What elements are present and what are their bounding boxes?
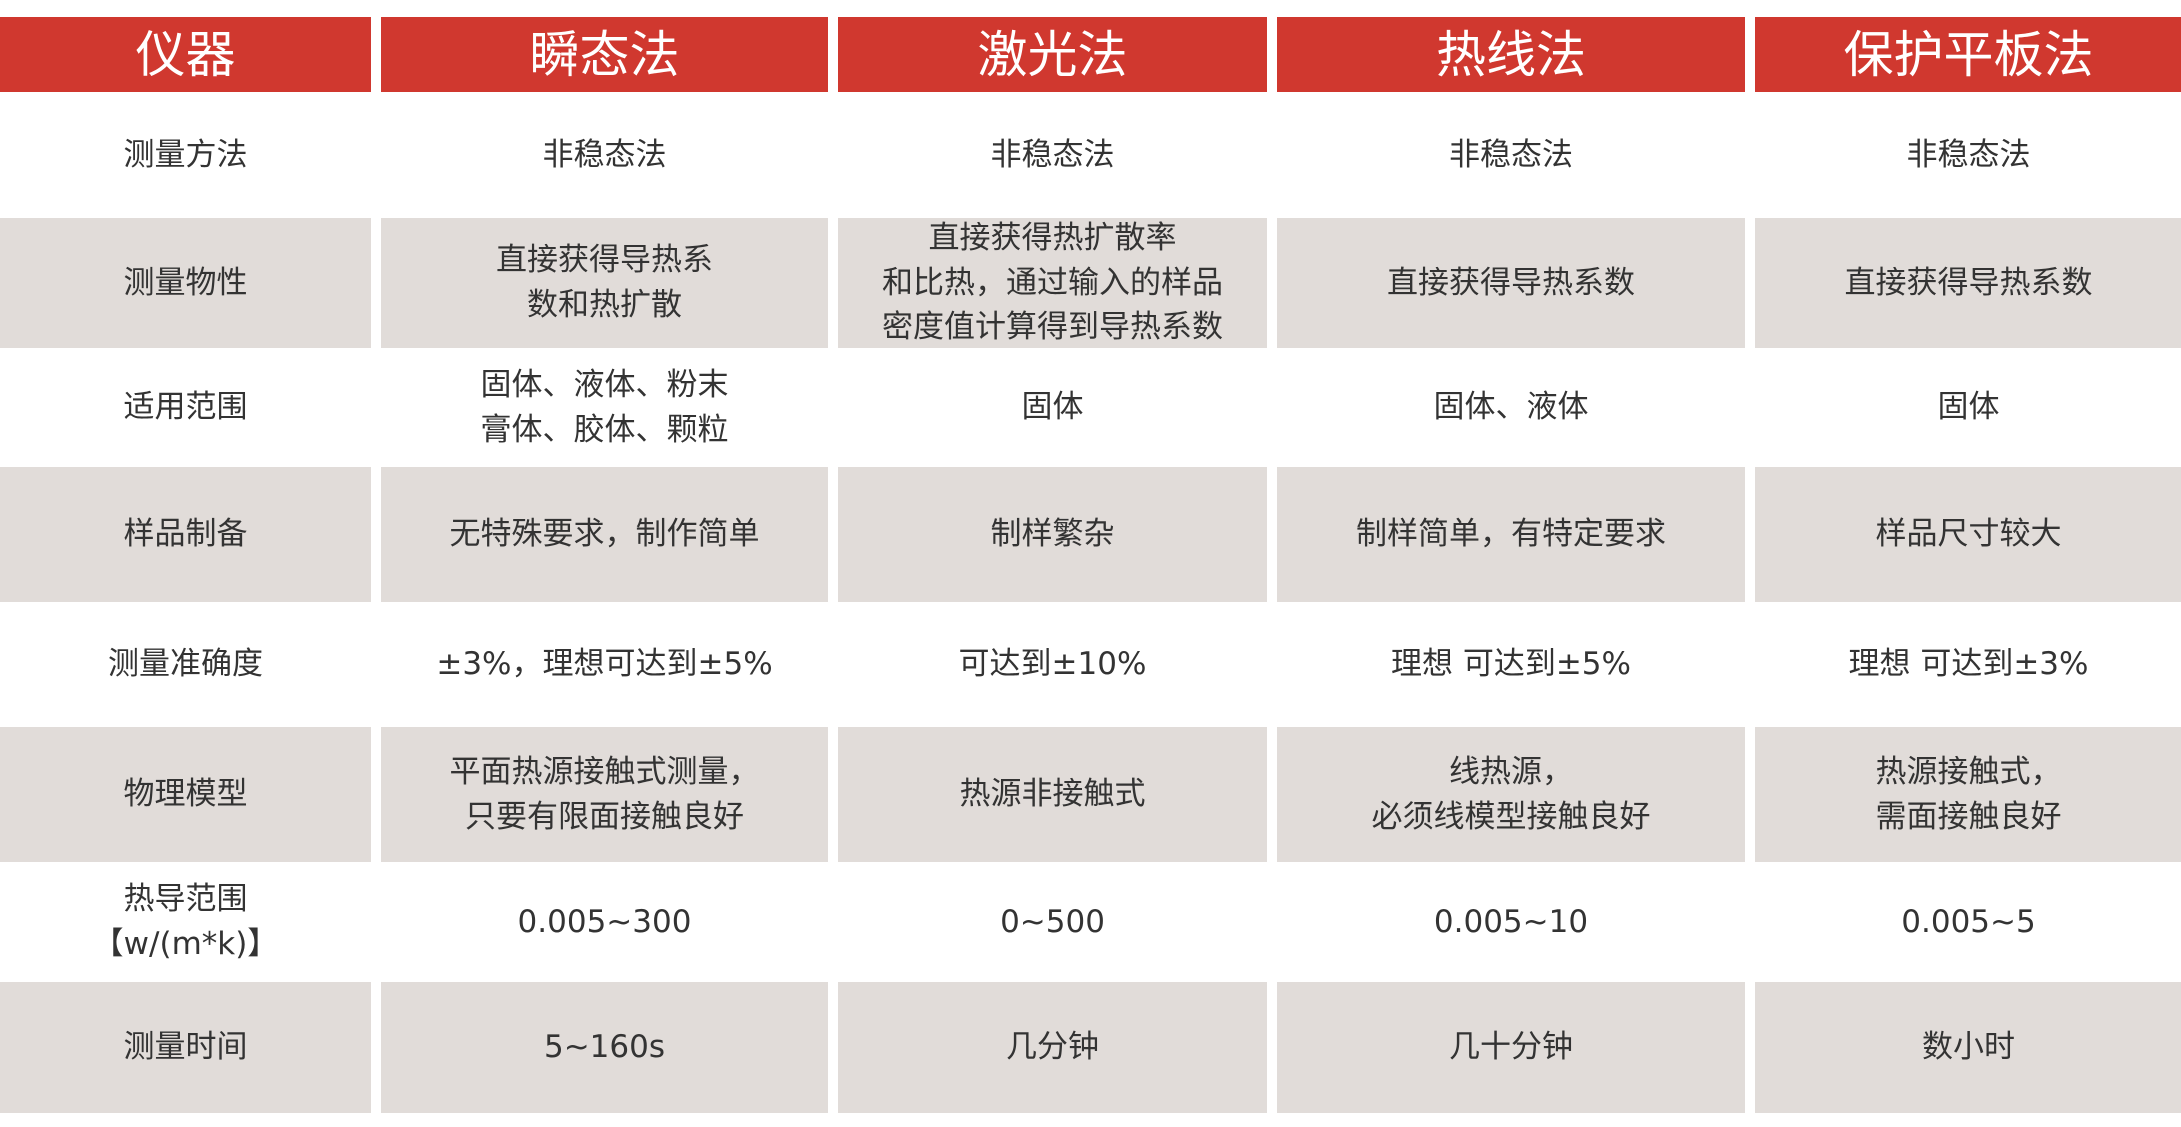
table-cell: 样品尺寸较大 [1755, 467, 2181, 602]
table-cell: 0~500 [838, 862, 1267, 982]
table-cell: 几十分钟 [1277, 982, 1745, 1113]
header-cell-guarded-plate: 保护平板法 [1755, 17, 2181, 92]
table-row: 热导范围 【w/(m*k)】 0.005~300 0~500 0.005~10 0.00… [0, 862, 2181, 982]
row-label: 测量准确度 [0, 602, 371, 727]
row-label: 样品制备 [0, 467, 371, 602]
row-label: 适用范围 [0, 348, 371, 467]
row-label: 测量时间 [0, 982, 371, 1113]
table-row: 测量时间 5~160s 几分钟 几十分钟 数小时 [0, 982, 2181, 1113]
table-cell: 制样简单，有特定要求 [1277, 467, 1745, 602]
table-row: 样品制备 无特殊要求，制作简单 制样繁杂 制样简单，有特定要求 样品尺寸较大 [0, 467, 2181, 602]
table-row: 测量方法 非稳态法 非稳态法 非稳态法 非稳态法 [0, 92, 2181, 218]
table-cell: 直接获得导热系 数和热扩散 [381, 218, 828, 348]
table-cell: 固体、液体、粉末 膏体、胶体、颗粒 [381, 348, 828, 467]
table-cell: 固体 [1755, 348, 2181, 467]
table-cell: 平面热源接触式测量， 只要有限面接触良好 [381, 727, 828, 862]
header-cell-hotwire: 热线法 [1277, 17, 1745, 92]
table-cell: 线热源， 必须线模型接触良好 [1277, 727, 1745, 862]
table-cell: 直接获得导热系数 [1277, 218, 1745, 348]
table-cell: 热源接触式， 需面接触良好 [1755, 727, 2181, 862]
table-cell: 数小时 [1755, 982, 2181, 1113]
table-cell: 非稳态法 [1755, 92, 2181, 218]
table-header-row: 仪器 瞬态法 激光法 热线法 保护平板法 [0, 17, 2181, 92]
table-row: 测量物性 直接获得导热系 数和热扩散 直接获得热扩散率 和比热，通过输入的样品 密度… [0, 218, 2181, 348]
table-cell: 固体、液体 [1277, 348, 1745, 467]
table-row: 物理模型 平面热源接触式测量， 只要有限面接触良好 热源非接触式 线热源， 必须线模型… [0, 727, 2181, 862]
table-cell: 理想 可达到±5% [1277, 602, 1745, 727]
table-cell: 非稳态法 [1277, 92, 1745, 218]
table-cell: ±3%，理想可达到±5% [381, 602, 828, 727]
table-cell: 几分钟 [838, 982, 1267, 1113]
table-cell: 无特殊要求，制作简单 [381, 467, 828, 602]
table-cell: 直接获得导热系数 [1755, 218, 2181, 348]
row-label: 物理模型 [0, 727, 371, 862]
table-cell: 非稳态法 [381, 92, 828, 218]
table-cell: 可达到±10% [838, 602, 1267, 727]
table-cell: 非稳态法 [838, 92, 1267, 218]
header-cell-laser: 激光法 [838, 17, 1267, 92]
table-cell: 0.005~5 [1755, 862, 2181, 982]
table-cell: 0.005~10 [1277, 862, 1745, 982]
row-label: 测量物性 [0, 218, 371, 348]
header-cell-transient: 瞬态法 [381, 17, 828, 92]
table-cell: 理想 可达到±3% [1755, 602, 2181, 727]
row-label: 测量方法 [0, 92, 371, 218]
table-cell: 固体 [838, 348, 1267, 467]
table-row: 适用范围 固体、液体、粉末 膏体、胶体、颗粒 固体 固体、液体 固体 [0, 348, 2181, 467]
table-cell: 5~160s [381, 982, 828, 1113]
table-cell: 直接获得热扩散率 和比热，通过输入的样品 密度值计算得到导热系数 [838, 218, 1267, 348]
table-cell: 热源非接触式 [838, 727, 1267, 862]
table-cell: 制样繁杂 [838, 467, 1267, 602]
table-cell: 0.005~300 [381, 862, 828, 982]
row-label: 热导范围 【w/(m*k)】 [0, 862, 371, 982]
table-row: 测量准确度 ±3%，理想可达到±5% 可达到±10% 理想 可达到±5% 理想 可达到±… [0, 602, 2181, 727]
header-cell-instrument: 仪器 [0, 17, 371, 92]
comparison-table: 仪器 瞬态法 激光法 热线法 保护平板法 测量方法 非稳态法 非稳态法 非稳态法 非稳态… [0, 17, 2181, 1113]
